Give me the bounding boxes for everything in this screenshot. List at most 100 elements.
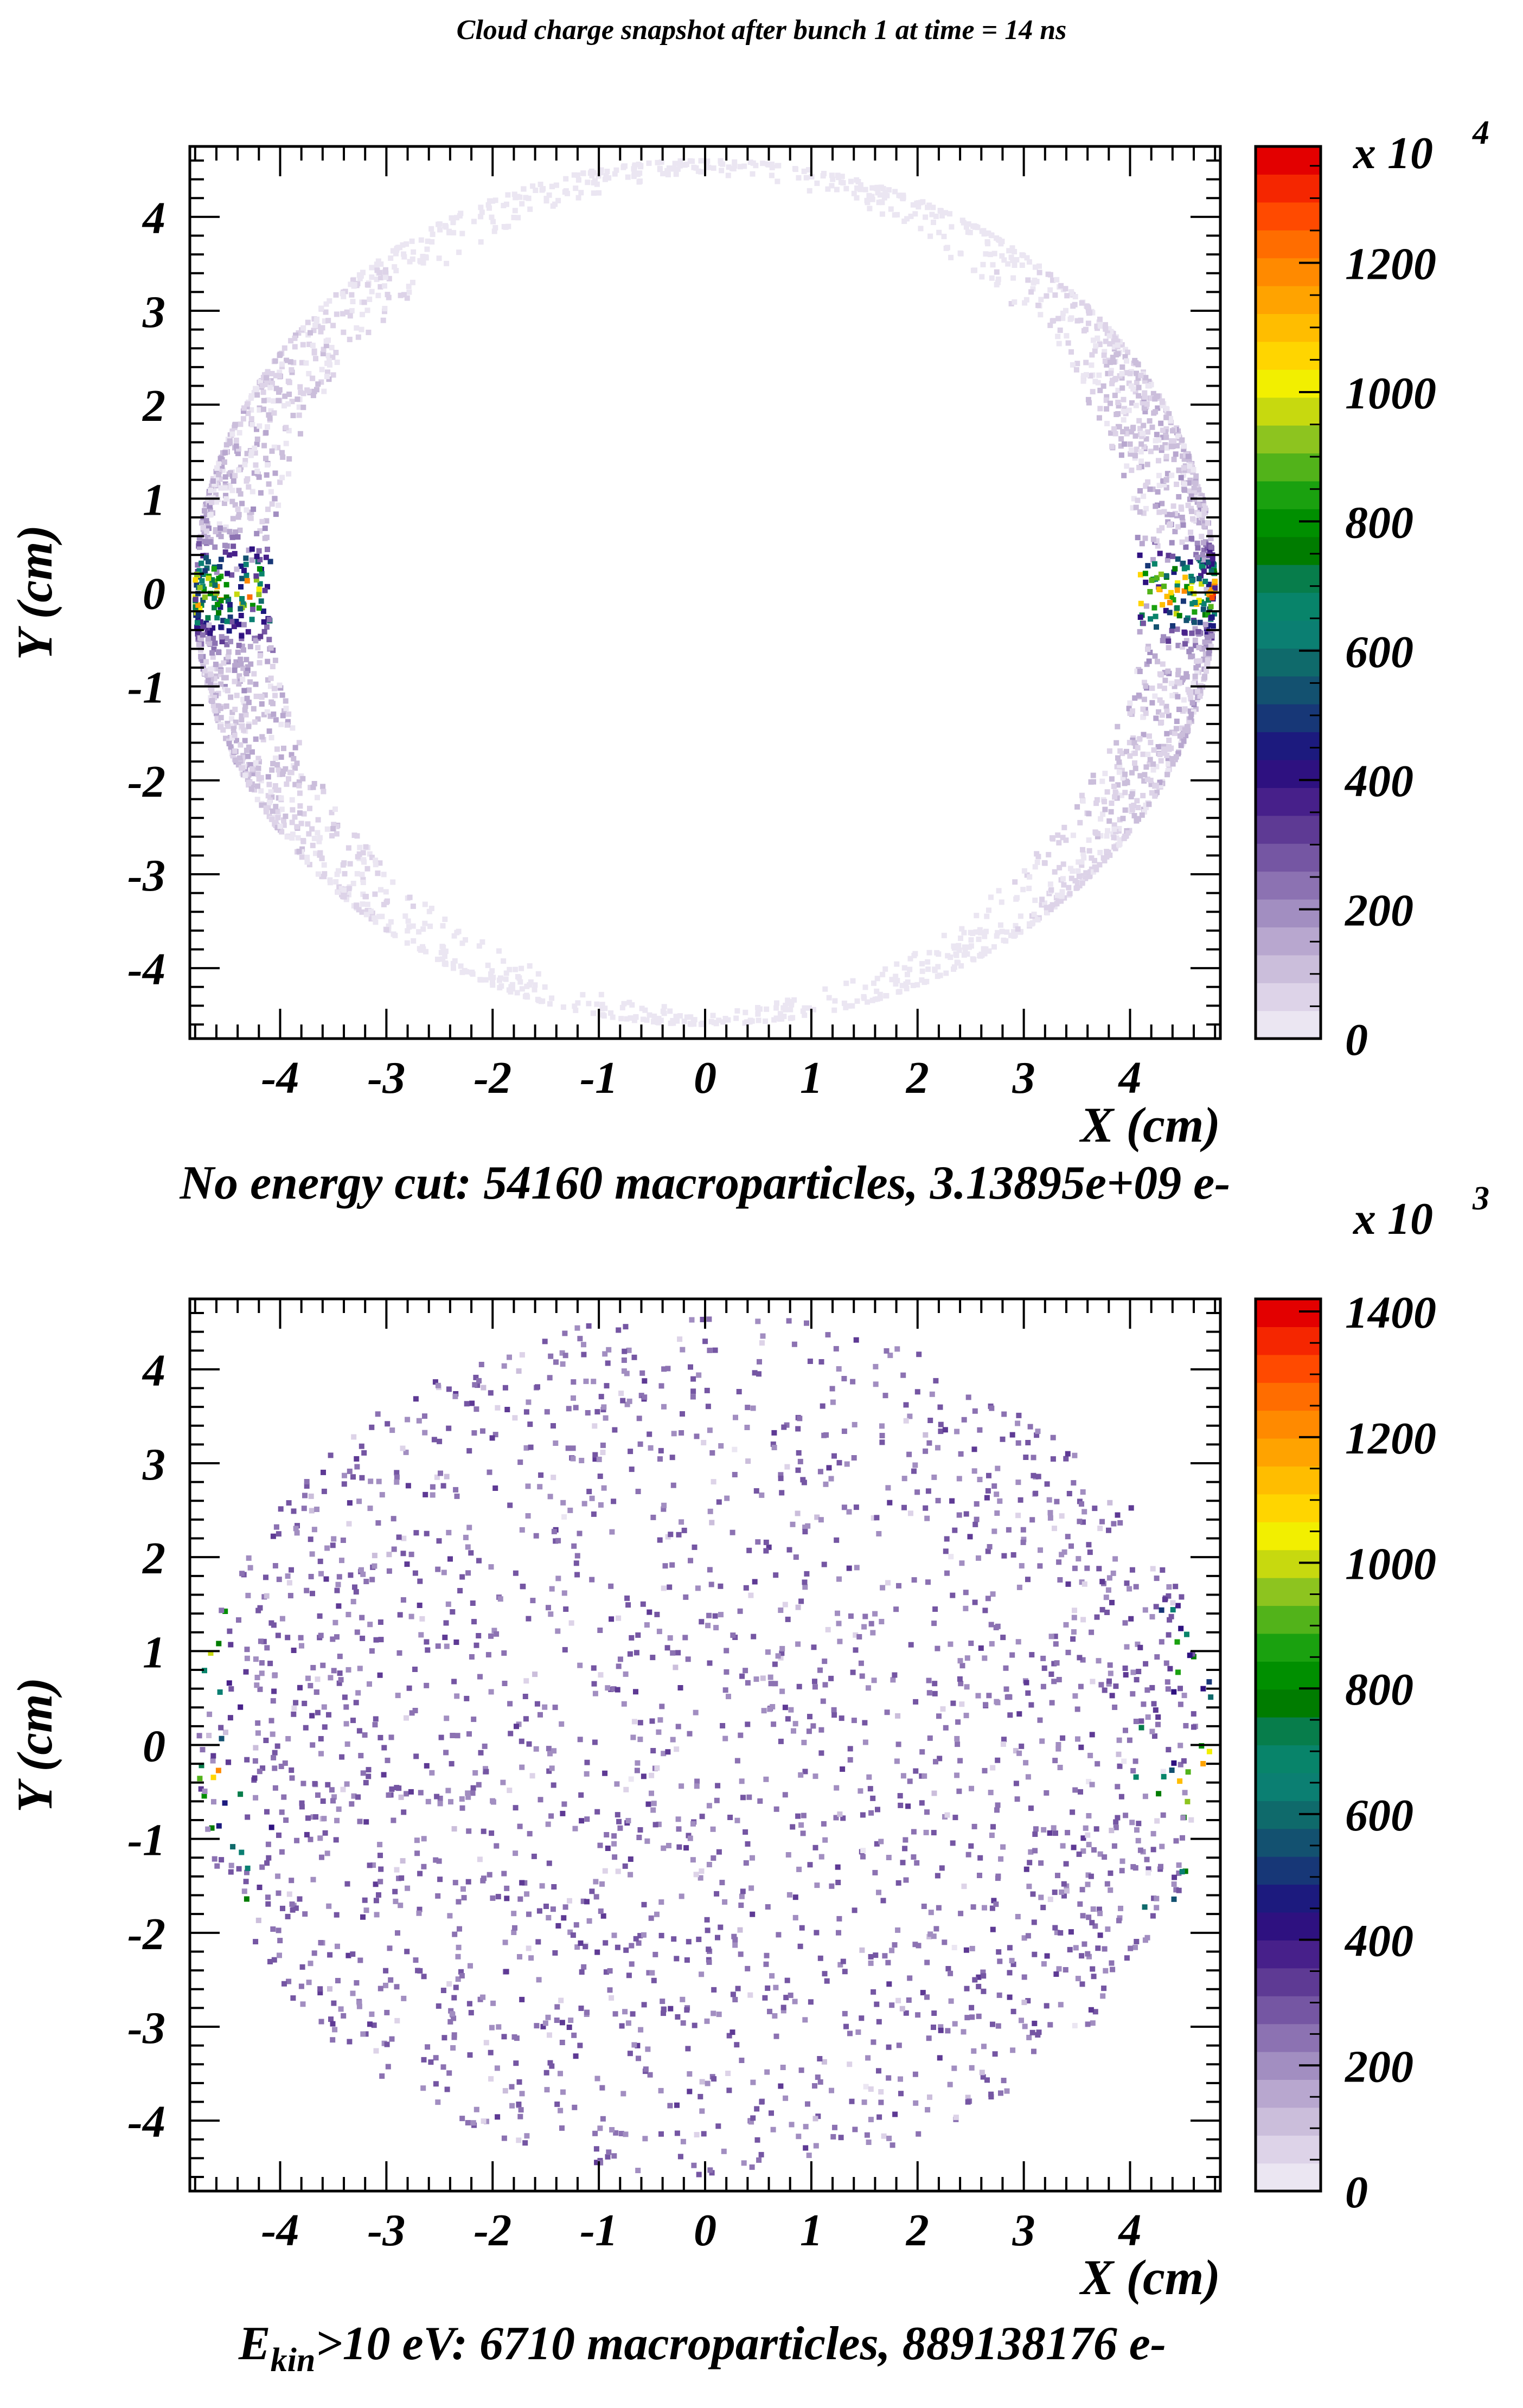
heatmap-cell	[377, 1853, 383, 1859]
heatmap-cell	[1047, 322, 1053, 328]
heatmap-cell	[1138, 1718, 1144, 1724]
heatmap-cell	[1132, 750, 1138, 756]
heatmap-cell	[260, 1765, 266, 1771]
heatmap-cell	[457, 1926, 462, 1932]
heatmap-cell	[725, 172, 731, 178]
heatmap-cell	[1147, 761, 1153, 767]
heatmap-cell	[1001, 2078, 1007, 2084]
heatmap-cell	[359, 1615, 365, 1621]
heatmap-cell	[835, 172, 841, 178]
x-tick-label: 2	[905, 1053, 929, 1103]
heatmap-cell	[223, 703, 229, 709]
heatmap-cell	[1122, 354, 1128, 360]
heatmap-cell	[243, 1879, 249, 1885]
heatmap-cell	[1109, 444, 1115, 450]
heatmap-cell	[1133, 360, 1139, 366]
heatmap-cell	[476, 943, 482, 949]
heatmap-cell	[802, 1005, 808, 1011]
heatmap-cell	[232, 732, 238, 738]
heatmap-cell	[522, 994, 528, 1000]
heatmap-cell	[553, 182, 559, 188]
heatmap-cell	[300, 325, 306, 331]
heatmap-cell	[591, 190, 597, 196]
heatmap-cell	[210, 636, 216, 642]
heatmap-cell	[401, 1535, 407, 1541]
heatmap-cell	[1157, 550, 1163, 556]
heatmap-cell	[882, 966, 888, 972]
heatmap-cell	[1189, 601, 1195, 607]
heatmap-cell	[249, 766, 255, 772]
heatmap-cell	[1100, 1993, 1106, 1999]
heatmap-cell	[517, 979, 523, 985]
heatmap-cell	[1104, 1881, 1110, 1887]
heatmap-cell	[1185, 728, 1191, 734]
heatmap-cell	[258, 379, 264, 385]
heatmap-cell	[1156, 437, 1162, 443]
heatmap-cell	[1112, 431, 1118, 437]
heatmap-cell	[1208, 568, 1214, 574]
heatmap-cell	[1085, 321, 1091, 326]
heatmap-cell	[217, 476, 223, 482]
heatmap-cell	[417, 1578, 423, 1584]
heatmap-cell	[829, 2087, 834, 2093]
heatmap-cell	[698, 158, 704, 164]
heatmap-cell	[1097, 342, 1103, 348]
heatmap-cell	[218, 668, 224, 674]
heatmap-cell	[806, 1728, 812, 1734]
heatmap-cell	[874, 1841, 880, 1847]
heatmap-cell	[1019, 252, 1025, 258]
heatmap-cell	[527, 1831, 533, 1837]
colorbar-band	[1256, 759, 1321, 788]
heatmap-cell	[1031, 911, 1037, 917]
heatmap-cell	[878, 1839, 884, 1845]
heatmap-cell	[518, 2107, 524, 2113]
heatmap-cell	[551, 1884, 557, 1890]
heatmap-cell	[436, 221, 441, 227]
heatmap-cell	[333, 879, 339, 885]
heatmap-cell	[293, 332, 298, 338]
heatmap-cell	[822, 986, 828, 992]
heatmap-cell	[216, 1823, 222, 1829]
heatmap-cell	[266, 728, 272, 734]
heatmap-cell	[906, 1451, 912, 1457]
heatmap-cell	[359, 909, 365, 915]
heatmap-cell	[667, 1008, 673, 1014]
heatmap-cell	[1107, 852, 1113, 858]
heatmap-cell	[1166, 746, 1172, 752]
heatmap-cell	[831, 1453, 837, 1459]
heatmap-cell	[353, 1700, 359, 1706]
heatmap-cell	[259, 694, 265, 700]
heatmap-cell	[604, 1832, 610, 1837]
heatmap-cell	[1098, 832, 1104, 838]
heatmap-cell	[317, 1990, 323, 1996]
heatmap-cell	[279, 829, 285, 835]
heatmap-cell	[706, 1803, 712, 1809]
heatmap-cell	[687, 2089, 693, 2095]
heatmap-cell	[398, 1794, 404, 1800]
heatmap-cell	[999, 899, 1004, 905]
heatmap-cell	[1166, 1584, 1172, 1590]
heatmap-cell	[1179, 1869, 1185, 1875]
heatmap-cell	[1143, 505, 1149, 511]
heatmap-cell	[323, 343, 329, 349]
heatmap-cell	[908, 1642, 914, 1648]
heatmap-cell	[401, 251, 407, 257]
heatmap-cell	[706, 164, 712, 170]
heatmap-cell	[1068, 1929, 1074, 1935]
heatmap-cell	[668, 1532, 674, 1538]
heatmap-cell	[240, 416, 246, 422]
heatmap-cell	[1173, 611, 1179, 617]
heatmap-cell	[677, 163, 683, 169]
heatmap-cell	[613, 167, 619, 173]
heatmap-cell	[886, 187, 892, 193]
heatmap-cell	[812, 1679, 817, 1685]
heatmap-cell	[1152, 653, 1158, 659]
heatmap-cell	[606, 1347, 612, 1353]
heatmap-cell	[255, 783, 260, 789]
heatmap-cell	[792, 1999, 798, 2004]
heatmap-cell	[255, 1608, 261, 1613]
heatmap-cell	[1157, 783, 1163, 789]
heatmap-cell	[1148, 740, 1154, 746]
heatmap-cell	[849, 1003, 855, 1009]
heatmap-cell	[1187, 559, 1193, 565]
